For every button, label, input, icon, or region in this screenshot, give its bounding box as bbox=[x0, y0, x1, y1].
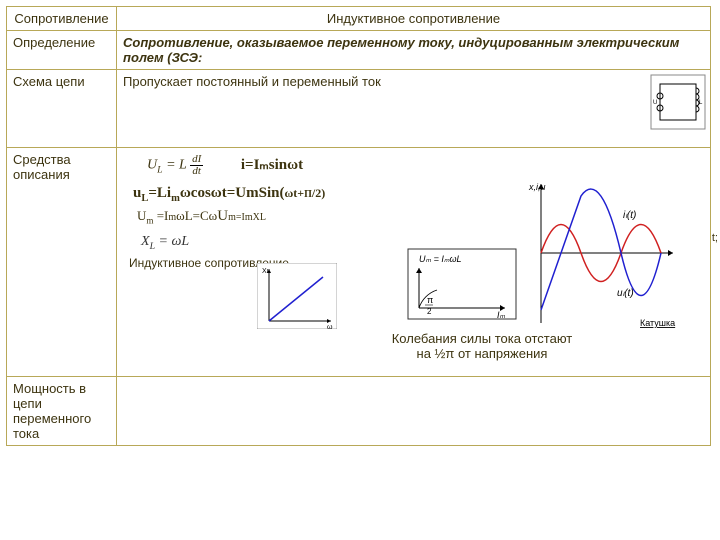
svg-text:Uₘ = IₘωL: Uₘ = IₘωL bbox=[419, 254, 462, 264]
t-arrow-label: t; bbox=[712, 232, 718, 244]
svg-text:2: 2 bbox=[427, 307, 432, 316]
circuit-cell: Пропускает постоянный и переменный ток U… bbox=[117, 70, 711, 148]
formula-ul-eq: UL = L dIdt bbox=[143, 152, 207, 179]
header-col1: Сопротивление bbox=[7, 7, 117, 31]
svg-text:x,i,u: x,i,u bbox=[528, 182, 546, 192]
osc-line1: Колебания силы тока отстают bbox=[392, 331, 573, 346]
svg-text:iₗ(t): iₗ(t) bbox=[623, 210, 636, 221]
circuit-diagram-icon: U L bbox=[650, 74, 706, 130]
description-label: Средства описания bbox=[7, 148, 117, 377]
svg-text:uₗ(t): uₗ(t) bbox=[617, 288, 634, 299]
phasor-box-icon: Uₘ = IₘωL π 2 Iₘ bbox=[407, 248, 517, 320]
svg-text:Xʟ: Xʟ bbox=[262, 268, 270, 275]
circuit-label: Схема цепи bbox=[7, 70, 117, 148]
waveform-graph-icon: x,i,u iₗ(t) uₗ(t) Катушка bbox=[525, 178, 680, 328]
svg-text:Iₘ: Iₘ bbox=[497, 310, 506, 320]
circuit-text: Пропускает постоянный и переменный ток bbox=[123, 74, 381, 89]
header-col2: Индуктивное сопротивление bbox=[117, 7, 711, 31]
svg-text:Катушка: Катушка bbox=[640, 318, 675, 328]
formula-xl: XL = ωL bbox=[137, 232, 193, 254]
definition-label: Определение bbox=[7, 31, 117, 70]
osc-line2: на ½π от напряжения bbox=[417, 346, 548, 361]
power-label: Мощность в цепи переменного тока bbox=[7, 377, 117, 446]
description-cell: UL = L dIdt i=Iₘsinωt uL=Limωcosωt=UmSin… bbox=[117, 148, 711, 377]
svg-text:ω: ω bbox=[327, 324, 333, 329]
definition-text: Сопротивление, оказываемое переменному т… bbox=[117, 31, 711, 70]
power-cell bbox=[117, 377, 711, 446]
xl-linear-graph-icon: Xʟ ω bbox=[257, 263, 337, 329]
svg-text:π: π bbox=[427, 295, 433, 305]
svg-text:U: U bbox=[653, 100, 657, 106]
oscillation-text-block: Колебания силы тока отстают на ½π от нап… bbox=[347, 331, 617, 361]
formula-i: i=Iₘsinωt bbox=[241, 157, 303, 173]
